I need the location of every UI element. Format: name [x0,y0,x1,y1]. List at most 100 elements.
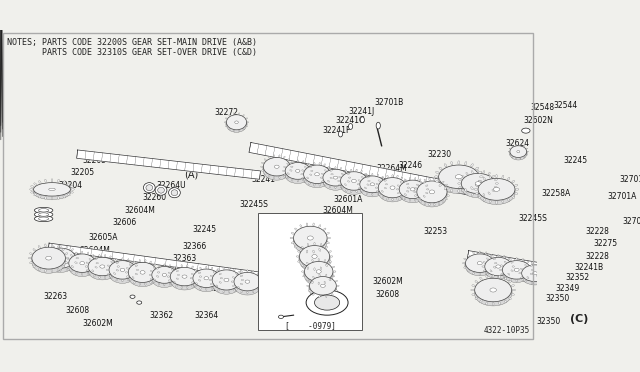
Ellipse shape [538,279,540,281]
Ellipse shape [442,181,444,183]
Ellipse shape [196,269,198,270]
Ellipse shape [296,169,300,172]
Ellipse shape [538,282,539,284]
Ellipse shape [273,155,275,157]
Ellipse shape [477,170,479,173]
Ellipse shape [508,177,510,180]
Ellipse shape [524,156,525,158]
Text: 32701B: 32701B [375,99,404,108]
Ellipse shape [219,282,221,283]
Ellipse shape [319,184,320,186]
Ellipse shape [152,266,177,283]
Ellipse shape [104,276,106,279]
Ellipse shape [461,177,495,198]
Ellipse shape [483,177,486,180]
Ellipse shape [323,228,326,230]
Ellipse shape [80,262,84,265]
Ellipse shape [268,175,270,177]
Ellipse shape [476,167,479,170]
Ellipse shape [623,199,640,214]
Ellipse shape [423,195,425,197]
Ellipse shape [567,279,570,281]
Ellipse shape [315,173,319,176]
Text: 32602M: 32602M [82,319,113,328]
Ellipse shape [632,230,634,233]
Ellipse shape [616,259,625,264]
Ellipse shape [458,189,460,193]
Ellipse shape [439,184,442,186]
Ellipse shape [399,184,426,203]
Ellipse shape [58,179,60,183]
Ellipse shape [628,277,637,283]
Ellipse shape [516,258,517,260]
Ellipse shape [504,261,506,263]
Ellipse shape [596,269,597,271]
Ellipse shape [225,125,227,126]
Ellipse shape [62,248,64,251]
Ellipse shape [292,161,293,163]
Ellipse shape [70,191,73,193]
Ellipse shape [303,266,305,268]
Ellipse shape [57,246,59,248]
Ellipse shape [218,269,220,271]
Ellipse shape [461,189,464,192]
Text: 32624: 32624 [506,139,530,148]
Ellipse shape [308,164,310,166]
Ellipse shape [364,173,367,175]
Ellipse shape [490,270,492,272]
Ellipse shape [313,223,314,226]
Ellipse shape [492,302,494,306]
Ellipse shape [512,289,515,291]
Text: 32245S: 32245S [240,200,269,209]
Ellipse shape [284,175,285,177]
Ellipse shape [45,269,46,272]
Ellipse shape [467,270,470,272]
Text: 32253: 32253 [424,227,447,236]
Ellipse shape [240,275,243,277]
Text: 32228: 32228 [586,252,609,261]
Ellipse shape [479,251,481,253]
Ellipse shape [227,115,246,130]
Ellipse shape [573,279,576,280]
Ellipse shape [318,282,319,285]
Ellipse shape [145,260,146,262]
Ellipse shape [484,261,511,279]
Ellipse shape [339,131,342,137]
Ellipse shape [108,273,109,275]
Ellipse shape [426,192,428,194]
Ellipse shape [547,285,548,287]
Ellipse shape [625,202,627,205]
Ellipse shape [488,172,490,175]
Ellipse shape [310,276,336,295]
Ellipse shape [173,281,175,283]
Ellipse shape [324,184,326,186]
Ellipse shape [360,176,385,193]
Ellipse shape [330,256,333,257]
Ellipse shape [332,266,335,268]
Text: 32604M: 32604M [79,246,111,255]
Ellipse shape [375,187,378,188]
Ellipse shape [351,169,352,171]
Text: 32241B: 32241B [575,263,604,272]
Ellipse shape [225,122,226,123]
Ellipse shape [29,262,33,263]
Ellipse shape [291,166,293,167]
Ellipse shape [35,212,53,218]
Ellipse shape [87,252,89,254]
Text: 32366: 32366 [183,242,207,251]
Ellipse shape [191,266,193,268]
Ellipse shape [531,262,532,264]
Ellipse shape [385,184,388,185]
Ellipse shape [308,280,310,282]
Ellipse shape [325,264,328,266]
Ellipse shape [564,267,566,269]
Ellipse shape [475,282,511,306]
Ellipse shape [500,273,503,275]
Ellipse shape [500,265,503,266]
Ellipse shape [284,174,286,175]
Ellipse shape [216,285,218,287]
Ellipse shape [522,265,548,282]
Ellipse shape [145,283,146,285]
Ellipse shape [531,269,534,270]
Ellipse shape [525,264,527,266]
